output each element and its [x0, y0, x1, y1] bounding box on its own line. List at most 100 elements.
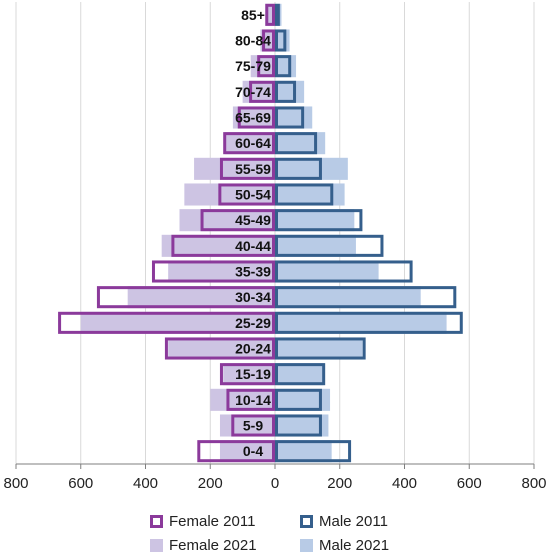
x-tick-label: 800 — [521, 475, 546, 492]
bar-female-2011-45-49 — [200, 209, 276, 232]
bar-female-2021-35-39 — [168, 260, 275, 283]
age-label-50-54: 50-54 — [235, 187, 271, 203]
bar-male-2021-50-54 — [275, 183, 345, 206]
bar-male-2021-40-44 — [275, 234, 356, 257]
bar-female-2011-20-24 — [164, 337, 275, 360]
bar-male-2021-15-19 — [275, 363, 324, 386]
bar-male-2021-65-69 — [275, 106, 313, 129]
bar-female-2021-15-19 — [223, 363, 275, 386]
bar-male-2011-10-14 — [275, 388, 322, 411]
x-tick-label: 200 — [327, 475, 352, 492]
age-label-45-49: 45-49 — [235, 212, 271, 228]
age-label-85-plus: 85+ — [241, 7, 265, 23]
age-label-65-69: 65-69 — [235, 110, 271, 126]
bar-female-2021-30-34 — [127, 286, 275, 309]
bar-male-2011-25-29 — [275, 311, 463, 334]
age-group-labels: 0-4 5-9 10-14 15-19 20-24 25-29 30-34 35-39 40-4… — [235, 7, 271, 459]
bar-female-2021-0-4 — [219, 440, 275, 463]
bar-female-2011-40-44 — [171, 234, 275, 257]
legend-label-female-2021: Female 2021 — [169, 536, 257, 554]
age-label-30-34: 30-34 — [235, 289, 271, 305]
bar-female-2021-75-79 — [250, 55, 275, 78]
bar-female-2011-15-19 — [219, 363, 275, 386]
bar-male-2011-20-24 — [275, 337, 366, 360]
legend-swatch-male-2021 — [300, 538, 313, 552]
x-tick-label: 400 — [133, 475, 158, 492]
age-label-20-24: 20-24 — [235, 341, 271, 357]
legend-item-male-2021: Male 2021 — [300, 534, 389, 556]
bar-female-2011-65-69 — [237, 106, 276, 129]
bar-female-2011-35-39 — [151, 260, 276, 283]
bar-male-2011-80-84 — [275, 29, 287, 52]
bar-male-2021-70-74 — [275, 80, 305, 103]
bar-female-2011-70-74 — [249, 80, 276, 103]
bar-male-2021-5-9 — [275, 414, 329, 437]
bar-male-2021-30-34 — [275, 286, 421, 309]
bar-female-2011-85-plus — [265, 3, 276, 26]
legend-label-female-2011: Female 2011 — [169, 512, 256, 530]
x-tick-label: 400 — [392, 475, 417, 492]
x-tick-label: 600 — [457, 475, 482, 492]
age-label-55-59: 55-59 — [235, 161, 271, 177]
bar-male-2011-60-64 — [275, 132, 318, 155]
age-label-60-64: 60-64 — [235, 135, 271, 151]
bar-female-2011-80-84 — [262, 29, 275, 52]
bar-female-2021-40-44 — [161, 234, 275, 257]
bar-male-2021-45-49 — [275, 209, 355, 232]
bar-male-2011-45-49 — [275, 209, 363, 232]
x-tick-label: 800 — [3, 475, 28, 492]
age-label-80-84: 80-84 — [235, 33, 271, 49]
x-tick-label: 600 — [68, 475, 93, 492]
legend-item-female-2021: Female 2021 — [150, 534, 257, 556]
bar-male-2021-55-59 — [275, 157, 348, 180]
bar-male-2011-0-4 — [275, 440, 352, 463]
bar-male-2011-30-34 — [275, 286, 457, 309]
age-label-35-39: 35-39 — [235, 264, 271, 280]
bar-female-2011-10-14 — [226, 388, 275, 411]
x-axis-ticks: 800 600 400 200 0 200 400 600 800 — [3, 464, 547, 492]
bar-male-2011-65-69 — [275, 106, 305, 129]
age-label-15-19: 15-19 — [235, 366, 271, 382]
bar-female-2021-25-29 — [80, 311, 275, 334]
age-label-25-29: 25-29 — [235, 315, 271, 331]
bar-male-2011-35-39 — [275, 260, 413, 283]
bar-male-2011-55-59 — [275, 157, 322, 180]
bar-male-2011-85-plus — [275, 3, 280, 26]
bar-male-2021-10-14 — [275, 388, 331, 411]
bar-female-2021-55-59 — [194, 157, 275, 180]
bar-male-2021-60-64 — [275, 132, 326, 155]
age-label-5-9: 5-9 — [243, 418, 263, 434]
legend-swatch-female-2021 — [150, 538, 163, 552]
x-tick-label: 0 — [271, 475, 279, 492]
bar-male-2011-70-74 — [275, 80, 297, 103]
legend-label-male-2021: Male 2021 — [319, 536, 390, 554]
bar-male-2021-25-29 — [275, 311, 447, 334]
bar-male-2011-75-79 — [275, 55, 292, 78]
age-label-10-14: 10-14 — [235, 392, 271, 408]
bar-male-2021-35-39 — [275, 260, 379, 283]
bar-male-2011-50-54 — [275, 183, 334, 206]
bar-female-2021-50-54 — [184, 183, 275, 206]
gridlines — [15, 2, 535, 465]
bar-male-2011-15-19 — [275, 363, 326, 386]
bar-female-2011-5-9 — [231, 414, 275, 437]
x-tick-label: 200 — [198, 475, 223, 492]
bar-male-2021-75-79 — [275, 55, 297, 78]
bar-female-2021-20-24 — [168, 337, 275, 360]
bar-female-2011-0-4 — [197, 440, 275, 463]
legend-swatch-female-2011 — [150, 514, 163, 528]
bar-female-2011-25-29 — [58, 311, 276, 334]
age-label-40-44: 40-44 — [235, 238, 271, 254]
legend-item-female-2011: Female 2011 — [150, 510, 255, 532]
bar-female-2011-75-79 — [257, 55, 276, 78]
legend: Female 2011 Male 2011 Female 2021 Male 2… — [150, 508, 550, 558]
bar-female-2021-65-69 — [232, 106, 275, 129]
age-label-70-74: 70-74 — [235, 84, 271, 100]
bar-female-2021-60-64 — [224, 132, 275, 155]
bar-male-2021-0-4 — [275, 440, 332, 463]
bar-male-2021-20-24 — [275, 337, 363, 360]
legend-label-male-2011: Male 2011 — [319, 512, 388, 530]
legend-item-male-2011: Male 2011 — [300, 510, 388, 532]
bar-female-2021-85-plus — [265, 3, 275, 26]
